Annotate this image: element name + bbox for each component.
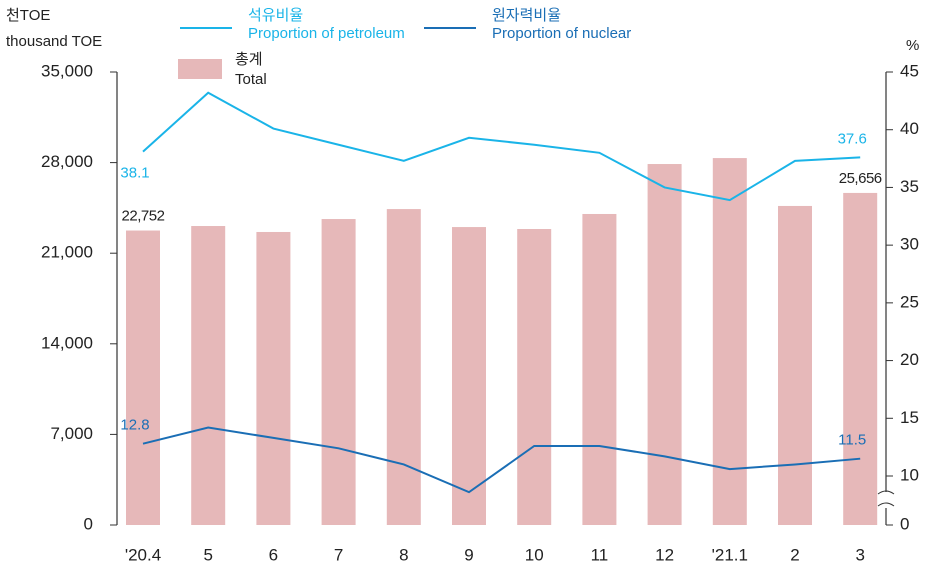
y2-tick-label: 40: [900, 119, 919, 138]
x-tick-label: 2: [790, 545, 799, 564]
x-tick-label: 8: [399, 545, 408, 564]
x-tick-label: 11: [591, 545, 609, 564]
y2-tick-label: 30: [900, 235, 919, 254]
y-tick-label: 35,000: [41, 61, 93, 80]
x-tick-label: '20.4: [125, 545, 161, 564]
data-label: 37.6: [838, 130, 867, 147]
y2-tick-label: 25: [900, 292, 919, 311]
y2-tick-label: 10: [900, 465, 919, 484]
bar: [517, 228, 552, 525]
data-label: 22,752: [122, 207, 165, 224]
y2-tick-label: 35: [900, 177, 919, 196]
axis-break: [877, 490, 895, 507]
x-tick-label: 10: [525, 545, 544, 564]
bar: [647, 164, 682, 525]
bar: [256, 231, 291, 526]
y2-tick-label: 0: [900, 514, 909, 533]
bar: [712, 158, 747, 525]
bar: [843, 192, 878, 526]
x-tick-label: '21.1: [712, 545, 748, 564]
data-label: 12.8: [120, 417, 149, 434]
y-tick-label: 21,000: [41, 243, 93, 262]
data-label: 11.5: [838, 432, 866, 449]
legend-label-local: 원자력비율: [492, 7, 561, 24]
bar: [452, 227, 486, 526]
bar: [582, 213, 617, 525]
bar: [321, 219, 356, 525]
y-tick-label: 28,000: [41, 152, 93, 171]
line: [142, 91, 861, 202]
legend-label: Proportion of petroleum: [248, 25, 405, 42]
y2-tick-label: 20: [900, 350, 919, 369]
x-tick-label: 3: [855, 545, 864, 564]
legend-label: Total: [235, 71, 267, 88]
y-axis-label: thousand TOE: [6, 33, 102, 50]
y-axis-label-local: 천TOE: [6, 7, 50, 24]
y-tick-label: 0: [84, 514, 93, 533]
y2-tick-label: 45: [900, 61, 919, 80]
y2-tick-label: 15: [900, 408, 919, 427]
bar: [191, 226, 226, 525]
x-tick-label: 5: [203, 545, 212, 564]
bar: [778, 205, 812, 526]
legend-label-local: 석유비율: [248, 7, 303, 24]
y2-axis-label: %: [906, 37, 919, 54]
y-tick-label: 14,000: [41, 333, 93, 352]
legend-label: Proportion of nuclear: [492, 25, 631, 42]
x-tick-label: 9: [464, 545, 473, 564]
legend-label-local: 총계: [235, 51, 263, 68]
x-tick-label: 7: [334, 545, 343, 564]
data-label: 38.1: [120, 165, 149, 182]
legend-swatch: [178, 59, 222, 79]
x-tick-label: 6: [269, 545, 278, 564]
line: [142, 426, 861, 494]
bar: [386, 209, 421, 525]
y-tick-label: 7,000: [50, 424, 93, 443]
data-label: 25,656: [839, 170, 882, 187]
bar: [126, 230, 160, 525]
x-tick-label: 12: [655, 545, 674, 564]
